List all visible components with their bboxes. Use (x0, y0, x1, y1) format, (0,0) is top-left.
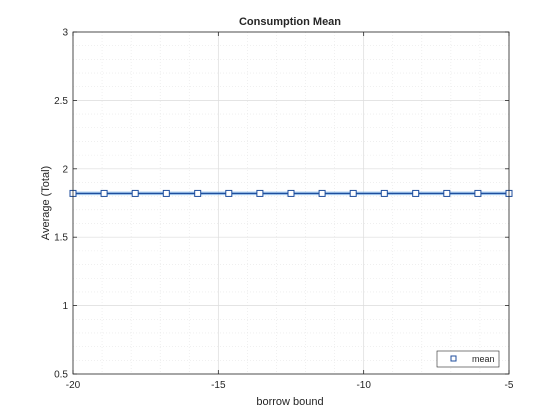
data-point-marker (225, 189, 233, 197)
x-tick-label: -10 (356, 380, 371, 391)
data-point-marker (412, 189, 420, 197)
data-point-marker (162, 189, 170, 197)
x-tick-label: -15 (211, 380, 226, 391)
data-point-marker (443, 189, 451, 197)
legend: mean (436, 350, 500, 368)
legend-marker (450, 355, 457, 362)
legend-entry-mean: mean (472, 354, 495, 364)
plot-area (73, 32, 509, 374)
y-tick-label: 2 (62, 164, 68, 175)
data-point-marker (380, 189, 388, 197)
data-point-marker (256, 189, 264, 197)
data-point-marker (100, 189, 108, 197)
minor-grid (73, 32, 509, 374)
x-tick-label: -5 (505, 380, 514, 391)
data-point-marker (194, 189, 202, 197)
data-point-marker (287, 189, 295, 197)
legend-box (436, 350, 500, 368)
y-tick-label: 1 (62, 301, 68, 312)
data-point-marker (349, 189, 357, 197)
series-layer (69, 189, 513, 197)
x-axis-label: borrow bound (256, 396, 323, 408)
plot-frame (72, 31, 510, 375)
data-point-marker (318, 189, 326, 197)
tick-layer: -20 -15 -10 -5 0.5 1 1.5 2 2.5 3 (54, 28, 514, 392)
data-point-marker (131, 189, 139, 197)
data-point-marker (474, 189, 482, 197)
y-tick-label: 2.5 (54, 96, 68, 107)
y-axis-label: Average (Total) (40, 166, 52, 240)
y-tick-label: 0.5 (54, 370, 68, 381)
x-tick-label: -20 (66, 380, 81, 391)
chart-title: Consumption Mean (239, 16, 341, 28)
y-tick-label: 1.5 (54, 233, 68, 244)
y-tick-label: 3 (62, 28, 68, 39)
